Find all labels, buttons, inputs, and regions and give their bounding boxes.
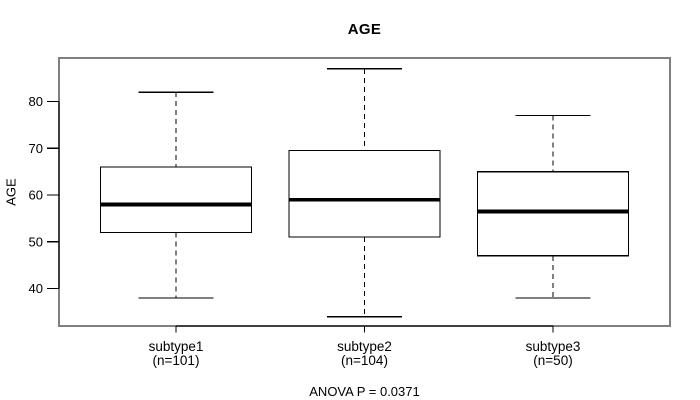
group-label: subtype3 bbox=[526, 339, 581, 354]
iqr-box bbox=[288, 150, 441, 238]
y-tick-label: 70 bbox=[29, 141, 43, 156]
group-label: subtype1 bbox=[149, 339, 204, 354]
y-tick-label: 60 bbox=[29, 188, 43, 203]
iqr-box bbox=[476, 171, 630, 257]
y-tick-label: 50 bbox=[29, 234, 43, 249]
group-label: subtype2 bbox=[337, 339, 392, 354]
chart-title: AGE bbox=[347, 21, 382, 38]
y-tick-label: 80 bbox=[29, 94, 43, 109]
group-count-label: (n=101) bbox=[153, 353, 200, 368]
y-tick-label: 40 bbox=[29, 281, 43, 296]
group-count-label: (n=104) bbox=[341, 353, 388, 368]
iqr-box bbox=[99, 166, 253, 234]
anova-annotation: ANOVA P = 0.0371 bbox=[309, 384, 420, 399]
group-count-label: (n=50) bbox=[533, 353, 572, 368]
